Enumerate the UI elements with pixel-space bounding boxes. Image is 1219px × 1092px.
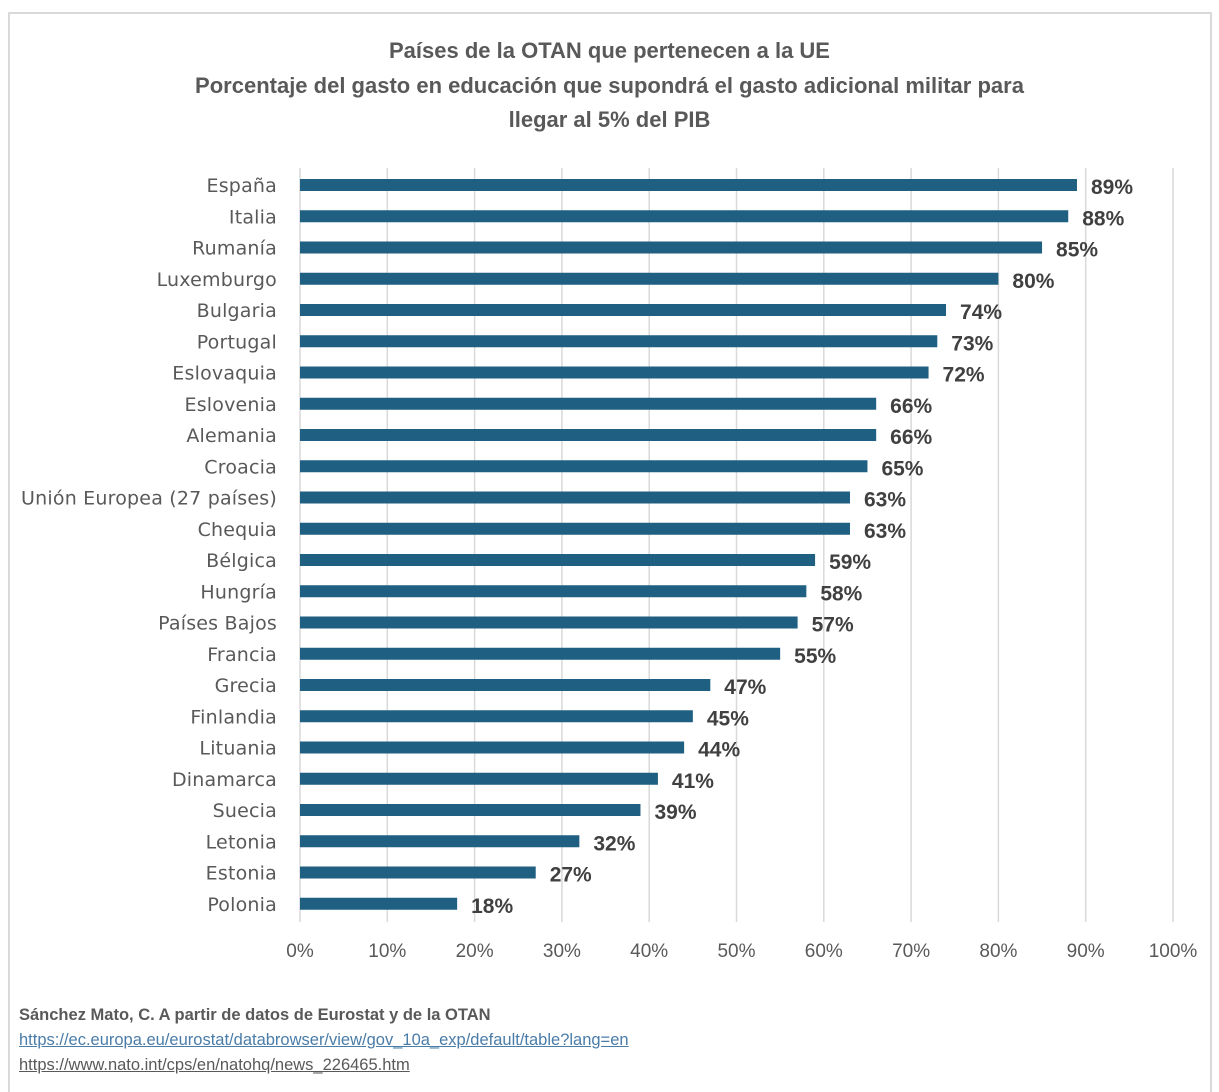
data-label: 18% [471,895,513,918]
chart-frame [8,12,1212,1092]
category-label: Finlandia [190,706,277,728]
data-label: 89% [1091,176,1133,199]
bar [300,647,781,660]
category-label: Lituania [199,738,277,760]
chart-title-line-1: Países de la OTAN que pertenecen a la UE [389,38,830,63]
x-tick-label: 30% [543,941,581,962]
category-label: Eslovaquia [172,363,277,385]
bar [300,835,580,848]
category-label: Chequia [198,519,277,541]
bar [300,772,658,785]
data-label: 58% [820,582,862,605]
category-label: Italia [229,206,277,228]
bar [300,897,458,910]
x-tick-label: 40% [630,941,668,962]
x-tick-label: 80% [979,941,1017,962]
x-tick-label: 20% [456,941,494,962]
category-label: Bélgica [206,550,277,572]
data-label: 74% [960,301,1002,324]
bar [300,397,877,410]
x-tick-label: 50% [717,941,755,962]
bar [300,616,798,629]
x-tick-label: 70% [892,941,930,962]
x-tick-label: 0% [286,941,314,962]
bar [300,491,850,504]
bar [300,179,1077,191]
data-label: 39% [654,801,696,824]
data-label: 88% [1082,207,1124,230]
source-author: Sánchez Mato, C. A partir de datos de Eu… [19,1006,491,1024]
category-label: Países Bajos [158,613,277,635]
category-label: Hungría [200,581,277,603]
data-label: 63% [864,489,906,512]
chart-title: Países de la OTAN que pertenecen a la UE… [0,34,1219,138]
category-label: Estonia [206,863,277,885]
data-label: 41% [672,770,714,793]
bar [300,429,877,441]
bar [300,335,938,348]
category-label: Suecia [213,800,277,822]
x-tick-label: 60% [805,941,843,962]
category-label: España [207,175,278,197]
data-label: 57% [812,614,854,637]
bar [300,804,641,816]
data-label: 45% [707,707,749,730]
bar [300,522,850,535]
bar [300,741,685,754]
bar [300,460,868,473]
chart-title-line-3: llegar al 5% del PIB [508,107,711,132]
category-label: Francia [207,644,277,666]
category-label: Portugal [197,331,277,353]
category-label: Unión Europea (27 países) [21,488,277,510]
category-label: Dinamarca [172,769,277,791]
data-label: 65% [881,457,923,480]
data-label: 85% [1056,239,1098,262]
category-label: Polonia [207,894,277,916]
nato-link[interactable]: https://www.nato.int/cps/en/natohq/news_… [19,1056,410,1074]
data-label: 47% [724,676,766,699]
data-label: 55% [794,645,836,668]
category-label: Alemania [186,425,277,447]
bar [300,585,807,598]
bar [300,554,816,566]
x-tick-label: 100% [1149,941,1198,962]
x-tick-label: 90% [1067,941,1105,962]
bar [300,304,947,316]
data-label: 59% [829,551,871,574]
data-label: 80% [1012,270,1054,293]
bar [300,366,929,379]
source-note: Sánchez Mato, C. A partir de datos de Eu… [19,1003,629,1078]
category-label: Grecia [215,675,277,697]
category-label: Croacia [204,456,277,478]
bar [300,679,711,691]
data-label: 63% [864,520,906,543]
data-label: 72% [943,364,985,387]
category-label: Eslovenia [184,394,277,416]
bar [300,710,693,723]
data-label: 44% [698,739,740,762]
category-label: Letonia [206,831,277,853]
data-label: 66% [890,395,932,418]
chart-title-line-2: Porcentaje del gasto en educación que su… [195,72,1024,98]
bar-chart: 0% 10% 20% 30% 40% 50% 60% 70% 80% 90% 100% España 8… [21,168,1198,962]
data-label: 73% [951,332,993,355]
bar [300,241,1043,254]
eurostat-link[interactable]: https://ec.europa.eu/eurostat/databrowse… [19,1031,629,1049]
data-label: 32% [593,832,635,855]
bar [300,272,999,285]
category-label: Luxemburgo [157,269,277,291]
bar [300,866,536,879]
data-label: 66% [890,426,932,449]
category-label: Bulgaria [197,300,277,322]
data-label: 27% [550,864,592,887]
bar [300,210,1069,223]
category-label: Rumanía [192,238,277,260]
x-tick-label: 10% [368,941,406,962]
